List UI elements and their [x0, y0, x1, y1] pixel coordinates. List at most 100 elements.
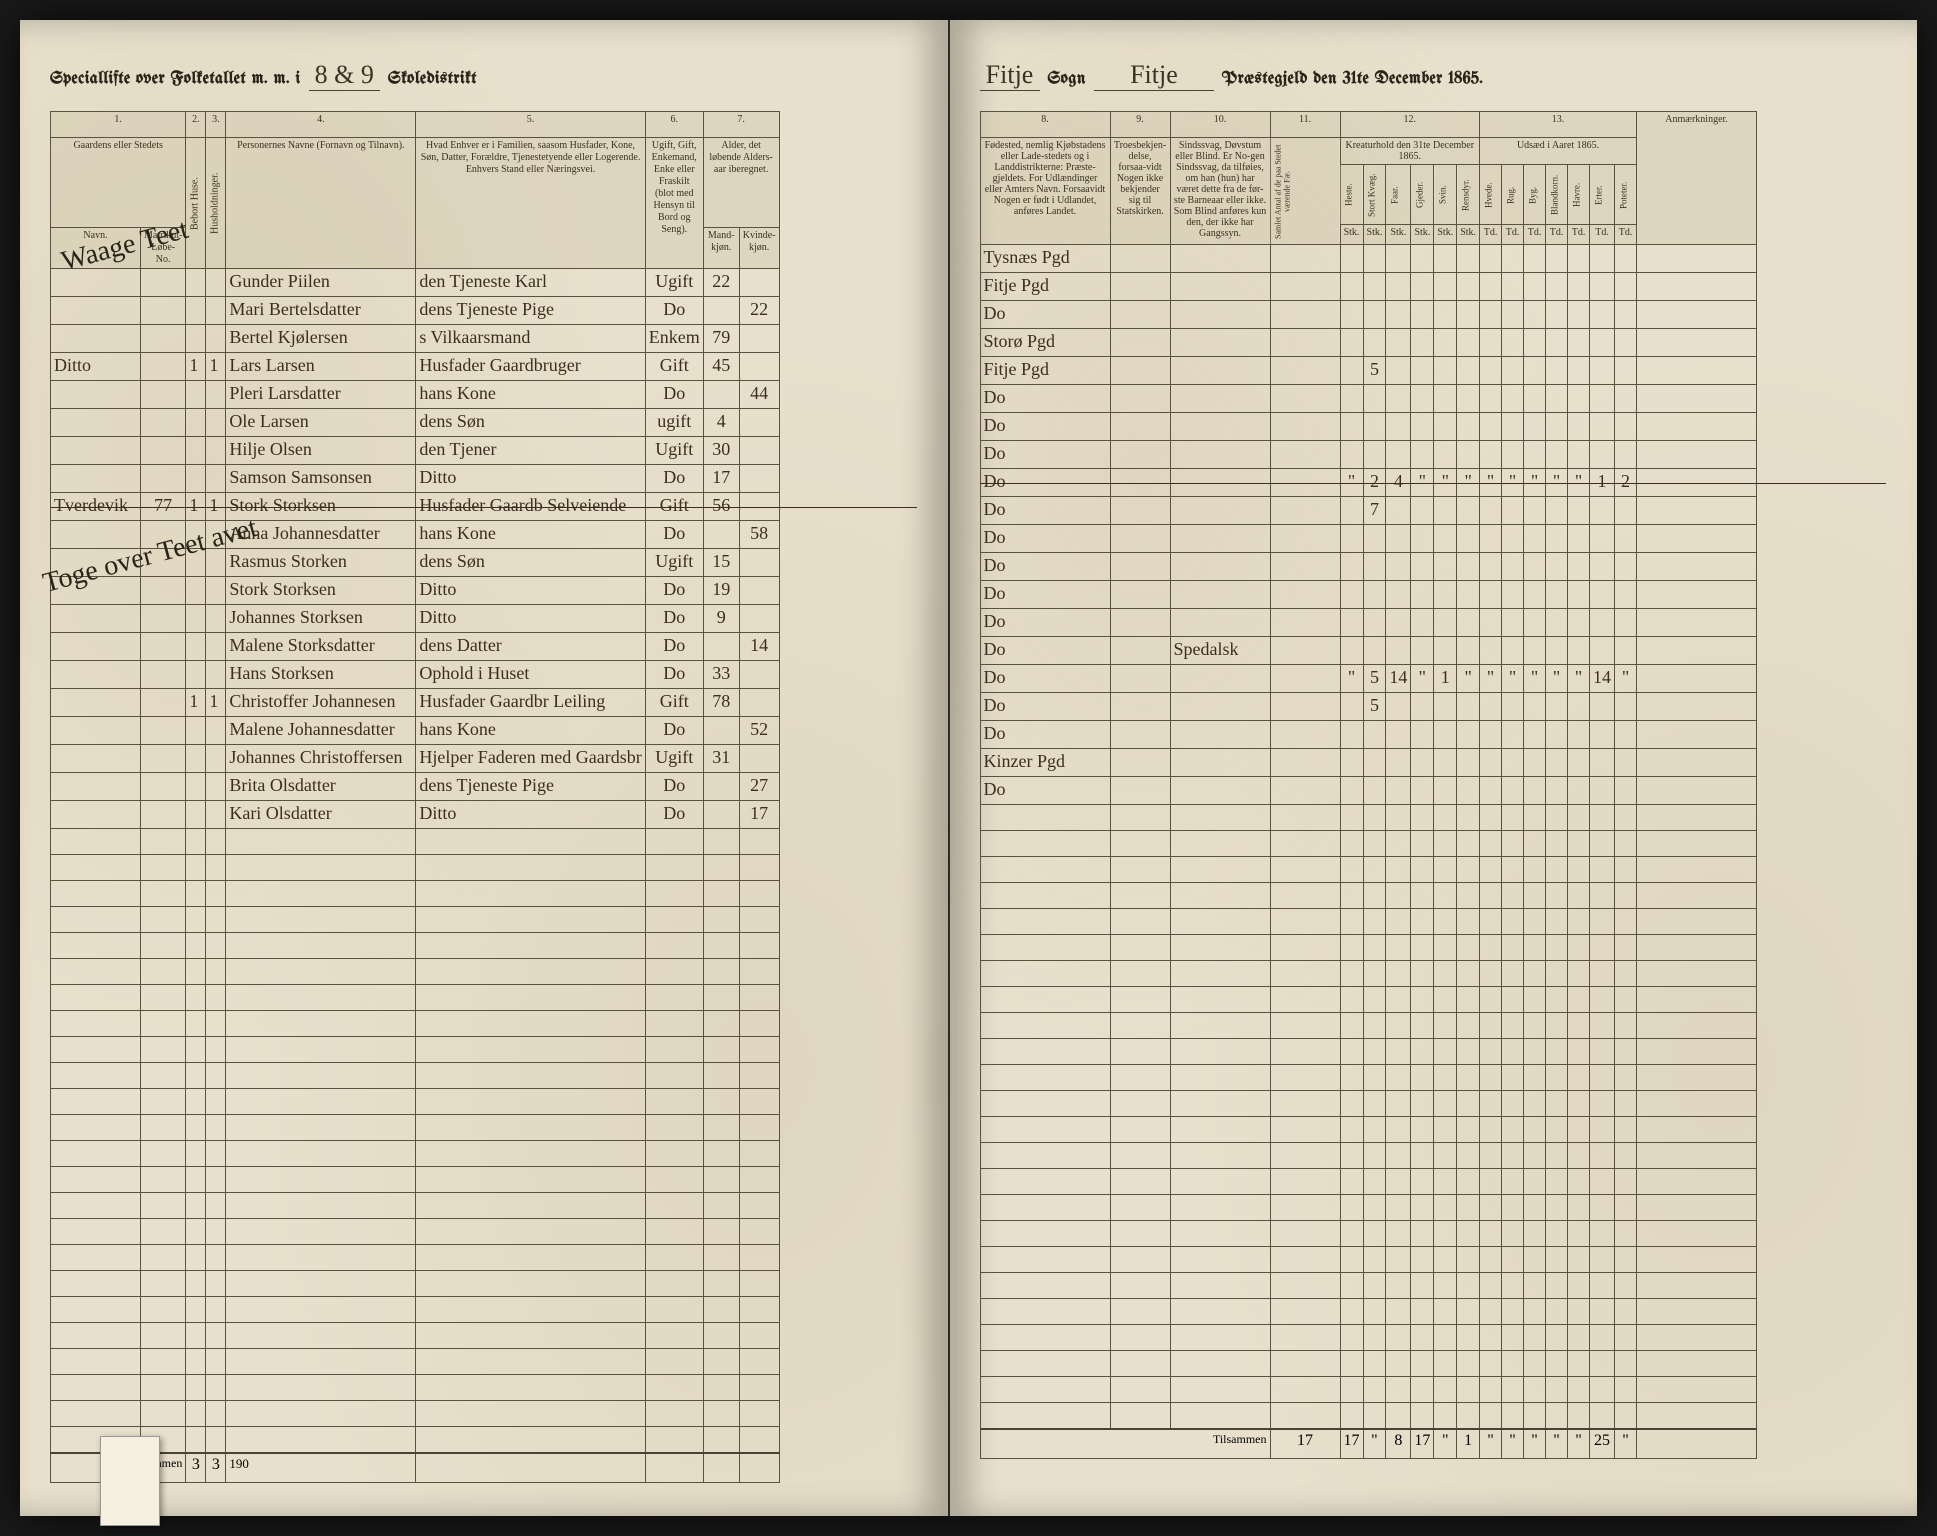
remarks-cell	[1637, 693, 1757, 721]
age-male-cell	[703, 717, 739, 745]
marital-cell: Do	[645, 297, 703, 325]
fae-cell	[1270, 497, 1340, 525]
houses-cell	[186, 661, 206, 689]
religion-cell	[1110, 273, 1170, 301]
role-cell: dens Tjeneste Pige	[416, 297, 645, 325]
fae-cell	[1270, 665, 1340, 693]
empty-row	[51, 1037, 918, 1063]
count-cell	[1386, 609, 1411, 637]
houses-cell	[186, 269, 206, 297]
unit-header: Td.	[1502, 225, 1524, 245]
count-cell: "	[1502, 469, 1524, 497]
crop-col-header: Erter.	[1590, 165, 1615, 225]
count-cell	[1615, 441, 1637, 469]
birthplace-cell: Do	[980, 497, 1110, 525]
empty-row	[980, 1039, 1886, 1065]
count-cell	[1524, 777, 1546, 805]
count-cell	[1546, 581, 1568, 609]
count-cell	[1386, 329, 1411, 357]
count-cell	[1615, 777, 1637, 805]
empty-row	[980, 935, 1886, 961]
remarks-cell	[1637, 413, 1757, 441]
remarks-cell	[1637, 273, 1757, 301]
count-cell	[1502, 749, 1524, 777]
table-row: Kari OlsdatterDittoDo17	[51, 801, 918, 829]
count-cell	[1568, 749, 1590, 777]
role-cell: dens Søn	[416, 409, 645, 437]
count-cell	[1502, 497, 1524, 525]
religion-cell	[1110, 329, 1170, 357]
households-cell	[206, 409, 226, 437]
mat-cell	[141, 661, 186, 689]
col7b: Kvinde-kjøn.	[739, 228, 779, 269]
farm-cell	[51, 269, 141, 297]
empty-row	[51, 1375, 918, 1401]
person-name-cell: Hilje Olsen	[226, 437, 416, 465]
table-row: Mari Bertelsdatterdens Tjeneste PigeDo22	[51, 297, 918, 325]
role-cell: Ditto	[416, 577, 645, 605]
count-cell	[1411, 413, 1434, 441]
age-male-cell	[703, 773, 739, 801]
birthplace-cell: Do	[980, 665, 1110, 693]
marital-cell: Ugift	[645, 269, 703, 297]
households-cell	[206, 633, 226, 661]
count-cell	[1524, 609, 1546, 637]
table-row: Malene Storksdatterdens DatterDo14	[51, 633, 918, 661]
role-cell: dens Tjeneste Pige	[416, 773, 645, 801]
count-cell	[1480, 693, 1502, 721]
houses-cell	[186, 521, 206, 549]
marital-cell: Do	[645, 381, 703, 409]
count-cell	[1568, 329, 1590, 357]
count-cell	[1457, 553, 1480, 581]
condition-cell	[1170, 245, 1270, 273]
unit-header: Stk.	[1457, 225, 1480, 245]
mat-cell	[141, 297, 186, 325]
count-cell: "	[1546, 469, 1568, 497]
role-cell: hans Kone	[416, 381, 645, 409]
age-male-cell: 31	[703, 745, 739, 773]
count-cell: "	[1615, 665, 1637, 693]
age-male-cell: 45	[703, 353, 739, 381]
age-male-cell: 33	[703, 661, 739, 689]
col3-sub: Husholdninger.	[206, 138, 226, 269]
person-name-cell: Rasmus Storken	[226, 549, 416, 577]
count-cell: "	[1568, 469, 1590, 497]
count-cell	[1524, 525, 1546, 553]
role-cell: hans Kone	[416, 521, 645, 549]
table-row: Stork StorksenDittoDo19	[51, 577, 918, 605]
role-cell: den Tjener	[416, 437, 645, 465]
farm-cell	[51, 745, 141, 773]
count-cell	[1502, 413, 1524, 441]
marital-cell: Gift	[645, 493, 703, 521]
role-cell: Ditto	[416, 801, 645, 829]
remarks-cell	[1637, 497, 1757, 525]
count-cell	[1546, 693, 1568, 721]
marital-cell: Ugift	[645, 745, 703, 773]
empty-row	[980, 961, 1886, 987]
count-cell	[1590, 721, 1615, 749]
count-cell	[1386, 245, 1411, 273]
crop-col-header: Poteter.	[1615, 165, 1637, 225]
fae-cell	[1270, 357, 1340, 385]
mat-cell	[141, 521, 186, 549]
count-cell: "	[1457, 665, 1480, 693]
col9-sub: Troesbekjen-delse, forsaa-vidt Nogen ikk…	[1110, 138, 1170, 245]
remarks-cell	[1637, 749, 1757, 777]
unit-header: Td.	[1480, 225, 1502, 245]
households-cell	[206, 801, 226, 829]
col12-label: Kreaturhold den 31te December 1865.	[1340, 138, 1480, 165]
totals-count-cell: "	[1434, 1429, 1457, 1459]
empty-row	[980, 1013, 1886, 1039]
count-cell	[1590, 441, 1615, 469]
table-row: Malene Johannesdatterhans KoneDo52	[51, 717, 918, 745]
birthplace-cell: Do	[980, 637, 1110, 665]
age-male-cell: 15	[703, 549, 739, 577]
empty-row	[51, 1193, 918, 1219]
fae-cell	[1270, 301, 1340, 329]
col2-num: 2.	[186, 112, 206, 138]
count-cell	[1340, 693, 1363, 721]
condition-cell	[1170, 777, 1270, 805]
religion-cell	[1110, 357, 1170, 385]
count-cell	[1457, 385, 1480, 413]
farm-cell	[51, 437, 141, 465]
